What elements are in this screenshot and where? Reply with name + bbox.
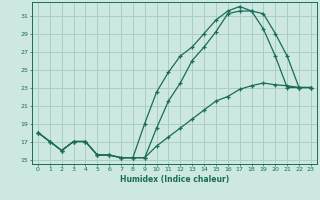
X-axis label: Humidex (Indice chaleur): Humidex (Indice chaleur) bbox=[120, 175, 229, 184]
